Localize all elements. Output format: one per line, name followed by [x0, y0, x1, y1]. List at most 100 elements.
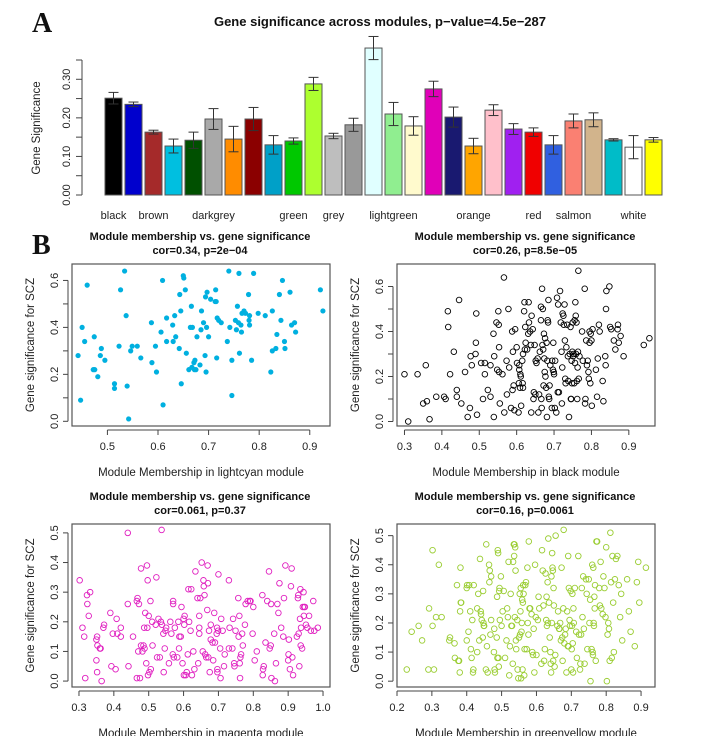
data-point	[465, 628, 472, 635]
data-point	[134, 343, 140, 349]
data-point	[611, 576, 619, 583]
data-point	[401, 371, 408, 378]
data-point	[490, 413, 498, 421]
data-point	[221, 651, 228, 658]
data-point	[246, 313, 253, 319]
y-tick-label: 0.2	[49, 614, 61, 629]
data-point	[93, 668, 101, 676]
y-tick-label: 0.5	[374, 528, 386, 543]
data-point	[263, 597, 271, 605]
x-tick-label-salmon: salmon	[556, 210, 591, 222]
data-point	[614, 321, 622, 329]
error-bar-yellow	[648, 137, 659, 143]
data-point	[182, 671, 189, 679]
x-tick-label: 0.5	[494, 702, 509, 714]
bar-brown	[144, 131, 163, 196]
data-point	[497, 573, 505, 580]
y-tick-label: 0.2	[49, 367, 61, 382]
y-axis-label: Gene significance for SCZ	[350, 538, 362, 672]
data-point	[595, 584, 603, 592]
data-point	[525, 538, 533, 545]
data-point	[259, 665, 267, 673]
data-point	[117, 633, 125, 640]
data-point	[615, 339, 622, 347]
data-point	[202, 352, 208, 359]
data-point	[468, 362, 476, 369]
data-point	[236, 674, 244, 682]
y-tick-label: 0.0	[374, 414, 386, 429]
data-point	[476, 555, 484, 563]
data-point	[97, 352, 103, 359]
data-point	[209, 657, 217, 664]
data-point	[464, 413, 471, 421]
data-point	[519, 599, 527, 606]
bar-chart-y-axis: 0.00 0.10 0.20 0.30	[61, 59, 83, 206]
x-tick-label: 0.3	[71, 702, 86, 714]
data-point	[606, 283, 613, 290]
data-point	[603, 287, 610, 295]
data-point	[525, 319, 533, 326]
data-point	[519, 666, 526, 673]
data-point	[75, 352, 81, 359]
data-point	[584, 645, 591, 653]
data-point	[612, 346, 619, 353]
y-tick-label: 0.3	[49, 585, 61, 600]
data-point	[84, 282, 90, 288]
data-point	[158, 526, 165, 534]
data-point	[540, 602, 547, 609]
data-point	[517, 608, 524, 615]
data-point	[455, 296, 463, 304]
data-point	[208, 296, 214, 302]
data-point	[550, 584, 557, 592]
data-point	[122, 268, 128, 274]
data-point	[205, 654, 212, 661]
data-point	[414, 371, 421, 378]
data-point	[123, 313, 129, 319]
data-point	[300, 612, 308, 620]
data-point	[602, 353, 609, 360]
data-point	[631, 643, 639, 650]
data-point	[505, 364, 513, 371]
data-point	[457, 564, 464, 571]
data-point	[97, 645, 104, 652]
data-point	[108, 663, 115, 670]
data-point	[149, 360, 155, 366]
data-point	[516, 366, 523, 374]
data-point	[204, 562, 211, 569]
data-point	[518, 619, 526, 627]
data-point	[578, 584, 586, 592]
data-point	[558, 348, 565, 356]
data-point	[625, 608, 633, 615]
data-point	[486, 567, 493, 574]
data-point	[95, 374, 101, 380]
data-point	[109, 630, 117, 637]
data-point	[515, 675, 522, 682]
data-point	[226, 268, 232, 274]
bar-darkgrey	[204, 118, 223, 196]
y-tick-label: 0.1	[49, 644, 61, 659]
data-point	[473, 411, 481, 419]
data-point	[435, 561, 443, 569]
data-point	[610, 648, 618, 656]
data-point	[200, 320, 207, 326]
x-axis-label: Module Membership in magenta module	[98, 728, 303, 736]
data-point	[285, 636, 293, 643]
data-point	[487, 573, 495, 580]
data-point	[291, 320, 298, 326]
data-point	[540, 330, 548, 338]
data-point	[178, 381, 184, 387]
data-point	[138, 355, 144, 361]
data-point	[267, 642, 274, 649]
data-point	[537, 317, 545, 324]
data-point	[495, 308, 502, 315]
data-point	[554, 301, 562, 308]
data-point	[522, 339, 529, 347]
data-point	[242, 310, 249, 316]
data-point	[294, 594, 302, 602]
data-point	[190, 648, 197, 655]
data-point	[100, 624, 107, 631]
data-point	[425, 666, 432, 673]
data-point	[577, 631, 585, 638]
data-point	[590, 619, 597, 627]
